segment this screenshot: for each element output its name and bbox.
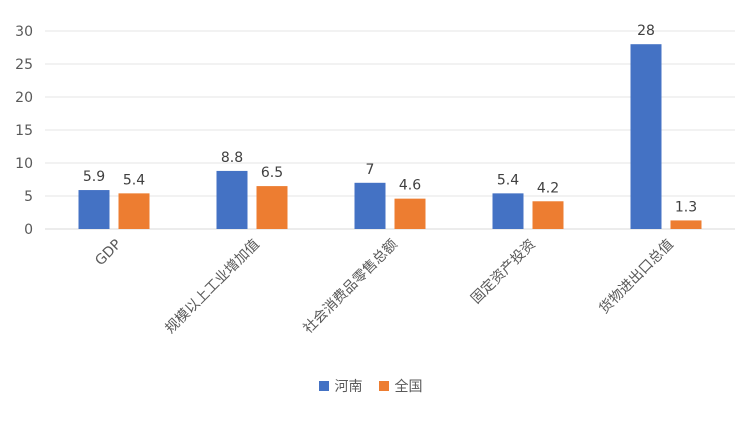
y-tick-label-0: 0	[24, 222, 33, 238]
bar-1-3	[532, 201, 564, 229]
y-tick-label-5: 5	[24, 189, 33, 205]
bar-1-2	[394, 198, 426, 229]
data-label-0-0: 5.9	[83, 169, 105, 185]
category-label-0: GDP	[92, 237, 125, 270]
legend-swatch-henan	[318, 381, 329, 391]
y-tick-label-10: 10	[15, 156, 33, 172]
data-label-1-0: 5.4	[123, 172, 145, 188]
data-label-0-3: 5.4	[497, 172, 519, 188]
bar-0-4	[630, 44, 662, 230]
data-label-0-2: 7	[366, 162, 375, 178]
y-tick-label-15: 15	[15, 123, 33, 139]
y-tick-label-25: 25	[15, 57, 33, 73]
legend-item-national: 全国	[378, 376, 423, 396]
bar-0-2	[354, 182, 386, 229]
legend-label-national: 全国	[394, 379, 423, 395]
category-label-1: 规模以上工业增加值	[162, 237, 262, 337]
data-label-1-4: 1.3	[675, 199, 697, 215]
data-label-0-4: 28	[637, 23, 655, 39]
category-label-2: 社会消费品零售总额	[300, 237, 400, 337]
data-label-1-1: 6.5	[261, 165, 283, 181]
data-label-1-3: 4.2	[537, 180, 559, 196]
legend: 河南 全国	[0, 375, 741, 397]
bar-1-0	[118, 193, 150, 229]
bar-0-3	[492, 193, 524, 229]
legend-item-henan: 河南	[318, 376, 363, 396]
data-label-1-2: 4.6	[399, 178, 421, 194]
bar-1-1	[256, 186, 288, 229]
category-label-4: 货物进出口总值	[596, 236, 677, 317]
data-label-0-1: 8.8	[221, 150, 243, 166]
legend-label-henan: 河南	[334, 379, 363, 395]
bar-1-4	[670, 220, 702, 229]
y-tick-label-20: 20	[15, 90, 33, 106]
bar-0-1	[216, 170, 248, 229]
y-tick-label-30: 30	[15, 24, 33, 40]
category-label-3: 固定资产投资	[468, 237, 539, 308]
bar-0-0	[78, 190, 110, 229]
legend-swatch-national	[378, 381, 389, 391]
